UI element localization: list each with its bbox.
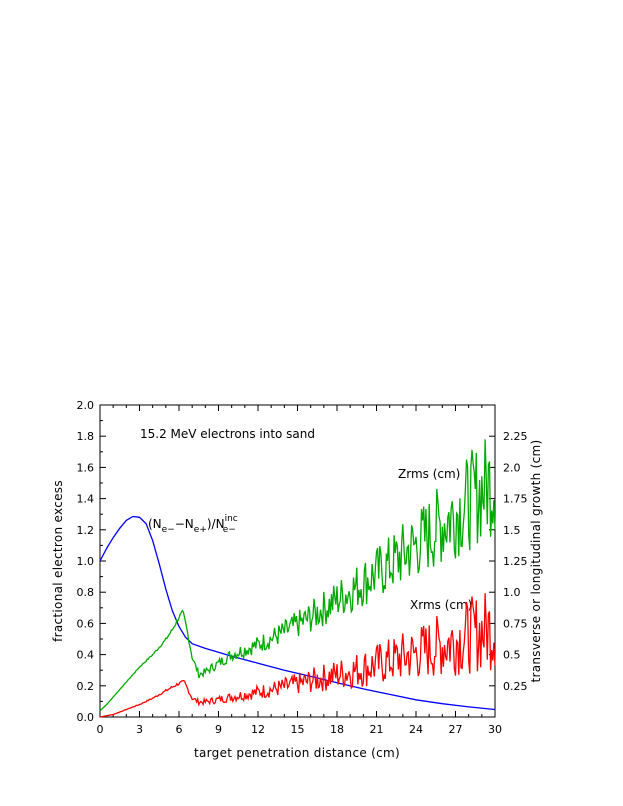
series-line-2 — [99, 593, 496, 718]
x-tick-label: 21 — [370, 723, 384, 736]
y-left-tick-label: 1.0 — [77, 555, 95, 568]
xrms-label: Xrms (cm) — [410, 598, 472, 612]
y-left-tick-label: 1.6 — [77, 461, 95, 474]
x-tick-label: 18 — [330, 723, 344, 736]
y-left-tick-label: 0.4 — [77, 649, 95, 662]
x-tick-label: 27 — [449, 723, 463, 736]
y-left-tick-label: 1.8 — [77, 430, 95, 443]
excess-label: (Ne−−Ne+)/Ninc e− — [148, 514, 238, 535]
x-tick-label: 0 — [97, 723, 104, 736]
y-right-tick-label: 1.75 — [503, 493, 528, 506]
y-left-tick-label: 1.2 — [77, 524, 95, 537]
x-tick-label: 9 — [215, 723, 222, 736]
y-left-tick-label: 0.6 — [77, 617, 95, 630]
y-left-tick-label: 0.8 — [77, 586, 95, 599]
zrms-label: Zrms (cm) — [398, 467, 460, 481]
series-line-1 — [99, 439, 496, 712]
y-left-tick-label: 0.2 — [77, 680, 95, 693]
y-axis-right-title: transverse or longitudinal growth (cm) — [529, 439, 543, 682]
y-right-tick-label: 1.25 — [503, 555, 528, 568]
x-tick-label: 15 — [291, 723, 305, 736]
x-tick-label: 6 — [176, 723, 183, 736]
y-right-tick-label: 1.5 — [503, 524, 521, 537]
y-right-tick-label: 2.0 — [503, 461, 521, 474]
x-tick-label: 30 — [488, 723, 502, 736]
x-axis-title: target penetration distance (cm) — [194, 746, 400, 760]
chart-title: 15.2 MeV electrons into sand — [140, 427, 315, 441]
y-left-tick-label: 0.0 — [77, 711, 95, 724]
y-axis-left-title: fractional electron excess — [51, 480, 65, 642]
x-tick-label: 12 — [251, 723, 265, 736]
y-right-tick-label: 0.75 — [503, 617, 528, 630]
y-left-tick-label: 2.0 — [77, 399, 95, 412]
plot-frame — [99, 404, 496, 718]
y-right-tick-label: 0.5 — [503, 649, 521, 662]
x-tick-label: 24 — [409, 723, 423, 736]
y-right-tick-label: 2.25 — [503, 430, 528, 443]
x-tick-label: 3 — [136, 723, 143, 736]
y-right-tick-label: 0.25 — [503, 680, 528, 693]
y-right-tick-label: 1.0 — [503, 586, 521, 599]
y-left-tick-label: 1.4 — [77, 493, 95, 506]
